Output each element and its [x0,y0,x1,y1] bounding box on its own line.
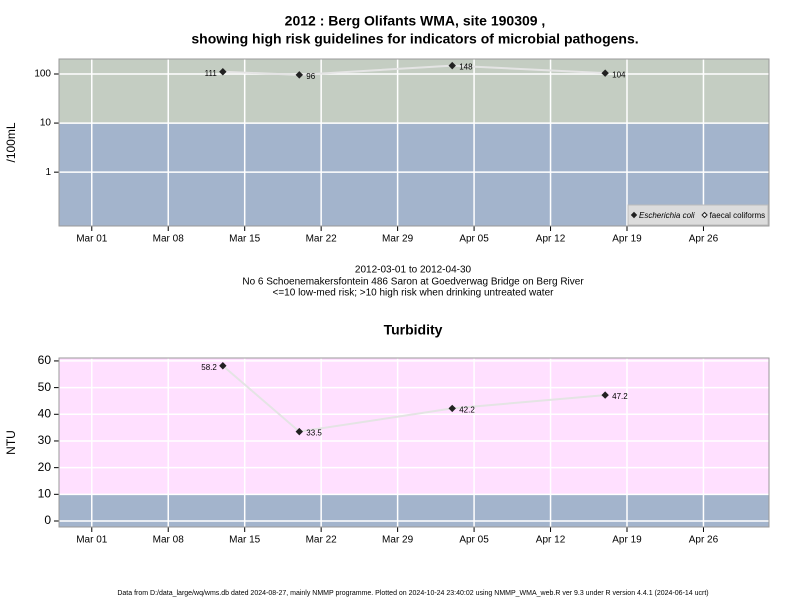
x-tick-label: Apr 26 [689,234,719,245]
x-tick-label: Apr 19 [612,535,642,546]
data-label: 96 [306,72,315,81]
x-tick-label: Mar 01 [76,234,108,245]
data-label: 42.2 [459,406,475,415]
series-line [222,64,606,76]
footer: Data from D:/data_large/wq/wms.db dated … [117,590,708,597]
title-line: showing high risk guidelines for indicat… [191,31,638,47]
data-point [295,427,304,436]
data-point [601,391,609,399]
y-tick-label: 10 [40,118,52,129]
y-tick-label: 60 [38,353,52,367]
y-tick-label: 40 [38,406,52,420]
x-tick-label: Apr 19 [612,234,642,245]
legend-marker [630,211,638,219]
y-tick-label: 50 [38,380,52,394]
legend-label: faecal coliforms [710,211,766,220]
low-risk-band [59,494,769,527]
y-tick-label: 20 [38,460,52,474]
data-label: 104 [612,70,626,79]
plot-frame [58,357,770,528]
legend-marker [701,211,708,219]
legend-box [627,204,769,226]
data-point [448,61,456,70]
data-point [295,71,304,79]
y-tick-label: 10 [38,486,52,500]
note: <=10 low-med risk; >10 high risk when dr… [273,288,555,299]
x-tick-label: Mar 15 [229,234,261,245]
chart-title: Turbidity [384,322,443,338]
series-line [222,364,606,433]
x-tick-label: Mar 08 [153,234,185,245]
x-tick-label: Mar 29 [382,535,414,546]
data-point [601,69,609,77]
x-tick-label: Mar 29 [382,234,414,245]
x-tick-label: Apr 26 [689,535,719,546]
data-point [448,404,456,413]
high-risk-band [59,59,769,124]
y-axis-label: /100mL [4,122,18,162]
data-label: 33.5 [306,429,322,438]
x-tick-label: Mar 08 [153,535,185,546]
y-tick-label: 100 [34,69,51,80]
x-tick-label: Apr 12 [536,234,566,245]
data-point [219,362,227,370]
x-tick-label: Mar 01 [76,535,108,546]
x-tick-label: Apr 05 [459,535,489,546]
x-tick-label: Apr 05 [459,234,489,245]
x-tick-label: Mar 15 [229,535,261,546]
high-risk-band [59,358,769,495]
y-tick-label: 0 [44,513,51,527]
note: No 6 Schoenemakersfontein 486 Saron at G… [242,277,584,288]
data-label: 111 [205,69,218,78]
title-line: 2012 : Berg Olifants WMA, site 190309 , [285,13,546,29]
x-tick-label: Mar 22 [306,535,338,546]
data-label: 58.2 [201,363,217,372]
data-label: 148 [459,63,473,72]
x-tick-label: Apr 12 [536,535,566,546]
plot-frame [58,58,770,227]
x-tick-label: Mar 22 [306,234,338,245]
y-axis-label: NTU [4,430,18,455]
note: 2012-03-01 to 2012-04-30 [355,265,472,276]
y-tick-label: 30 [38,433,52,447]
y-tick-label: 1 [45,167,51,178]
legend-label: Escherichia coli [639,211,695,220]
data-point [219,68,227,76]
data-label: 47.2 [612,392,628,401]
